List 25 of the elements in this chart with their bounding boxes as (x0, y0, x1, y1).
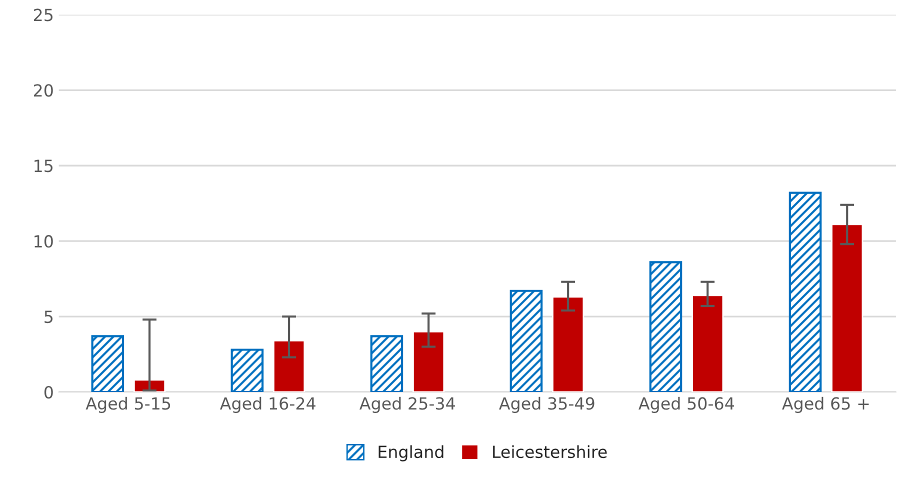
bar (412, 330, 445, 392)
legend-label: Leicestershire (493, 445, 607, 458)
x-tick-label: Aged 65 + (782, 396, 869, 413)
x-tick-label: Aged 16-24 (220, 396, 316, 413)
bar (649, 261, 682, 392)
bar (788, 192, 822, 392)
y-tick-label: 15 (34, 160, 53, 172)
x-tick-label: Aged 35-49 (499, 396, 594, 413)
y-tick-label: 0 (44, 386, 53, 399)
bar (370, 335, 404, 392)
x-tick-label: Aged 25-34 (359, 396, 455, 413)
x-tick-label: Aged 50-64 (638, 396, 734, 413)
bar (552, 296, 584, 392)
bar (230, 348, 264, 392)
bar (91, 335, 124, 392)
bar (272, 340, 306, 392)
y-tick-label: 20 (34, 84, 53, 97)
bar (692, 294, 724, 392)
y-tick-label: 25 (34, 8, 53, 22)
y-tick-label: 10 (34, 235, 53, 248)
y-tick-label: 5 (44, 310, 53, 324)
legend-label: England (378, 445, 444, 462)
bar (831, 224, 864, 392)
bar (510, 290, 543, 392)
x-tick-label: Aged 5-15 (86, 396, 170, 413)
